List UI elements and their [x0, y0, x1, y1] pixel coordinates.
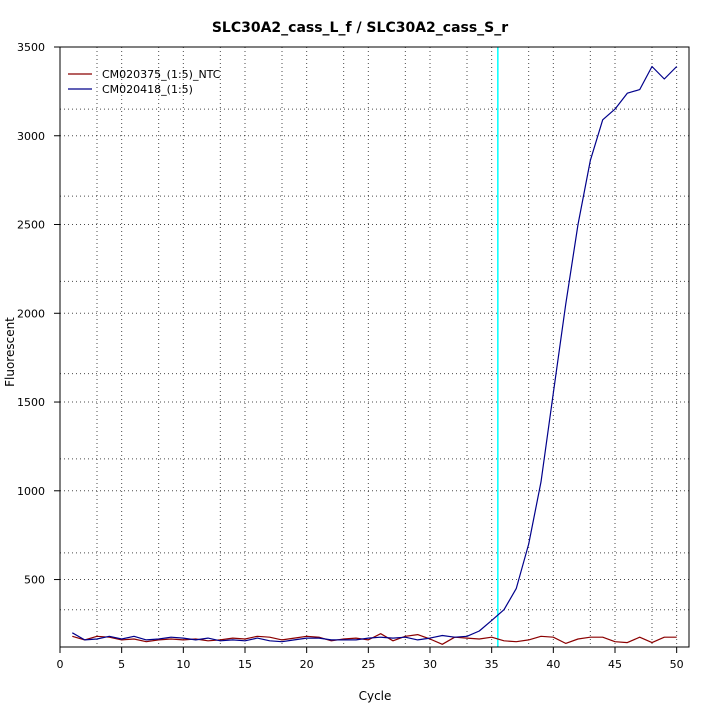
legend: CM020375_(1:5)_NTC CM020418_(1:5): [68, 68, 221, 96]
legend-label: CM020418_(1:5): [102, 83, 193, 96]
series-layer: [72, 65, 678, 645]
plot-frame: [59, 46, 690, 648]
x-tick-label: 50: [670, 658, 684, 671]
x-tick-label: 25: [361, 658, 375, 671]
legend-label: CM020375_(1:5)_NTC: [102, 68, 221, 81]
y-tick-label: 1500: [17, 396, 45, 409]
chart-title: SLC30A2_cass_L_f / SLC30A2_cass_S_r: [211, 20, 509, 36]
series-line-1: [72, 633, 677, 645]
axis-layer: 0 5 10 15 20 25 30 35 40 45 50 500 1000 1500 2000 2500 3…: [17, 41, 690, 671]
x-tick-label: 20: [300, 658, 314, 671]
x-tick-label: 15: [238, 658, 252, 671]
x-tick-label: 10: [176, 658, 190, 671]
y-tick-label: 2500: [17, 219, 45, 232]
x-tick-label: 0: [57, 658, 64, 671]
series-line-2: [72, 65, 678, 643]
x-tick-label: 45: [608, 658, 622, 671]
y-tick-label: 1000: [17, 485, 45, 498]
grid-layer: [59, 46, 689, 647]
x-tick-label: 30: [423, 658, 437, 671]
x-tick-label: 35: [485, 658, 499, 671]
y-tick-label: 500: [24, 574, 45, 587]
x-tick-label: 40: [546, 658, 560, 671]
y-tick-label: 3500: [17, 41, 45, 54]
y-tick-label: 3000: [17, 130, 45, 143]
x-axis-label: Cycle: [358, 689, 392, 703]
y-tick-label: 2000: [17, 307, 45, 320]
x-tick-label: 5: [118, 658, 125, 671]
